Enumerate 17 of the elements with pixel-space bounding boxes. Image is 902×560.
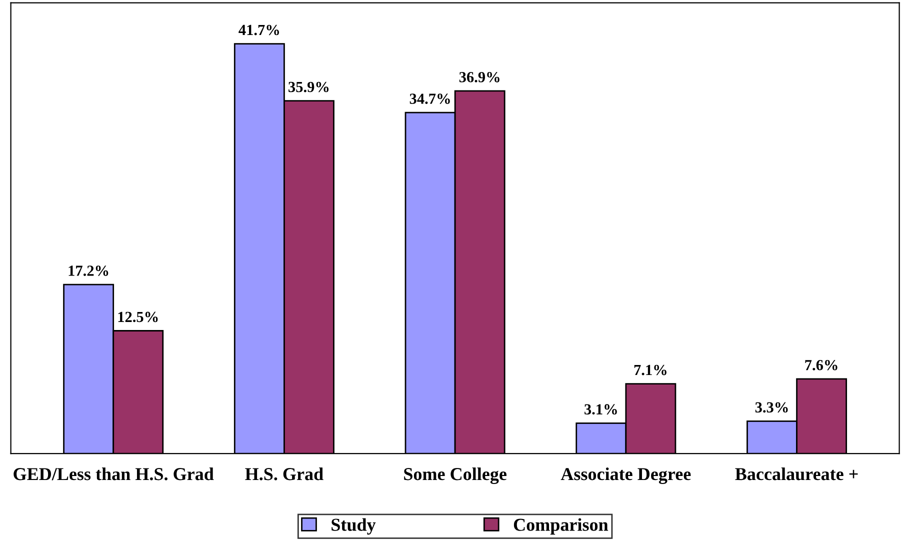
data-label: 7.6%	[805, 360, 838, 370]
data-label: 36.9%	[459, 72, 500, 82]
data-label: 3.3%	[755, 402, 788, 413]
x-tick-label: Some College	[404, 467, 506, 484]
data-label: 3.1%	[584, 404, 617, 415]
legend-label: Study	[332, 518, 376, 535]
x-tick-label: Associate Degree	[560, 467, 691, 484]
legend-label: Comparison	[514, 518, 608, 535]
data-label: 35.9%	[288, 82, 329, 92]
data-label: 34.7%	[410, 94, 450, 104]
x-tick-label: Baccalaureate +	[735, 467, 858, 480]
x-tick-label: GED/Less than H.S. Grad	[14, 467, 214, 480]
data-label: 12.5%	[118, 312, 158, 322]
data-label: 17.2%	[68, 266, 108, 276]
data-label: 7.1%	[634, 364, 666, 376]
x-tick-label: H.S. Grad	[245, 467, 324, 480]
data-label: 41.7%	[238, 24, 279, 36]
